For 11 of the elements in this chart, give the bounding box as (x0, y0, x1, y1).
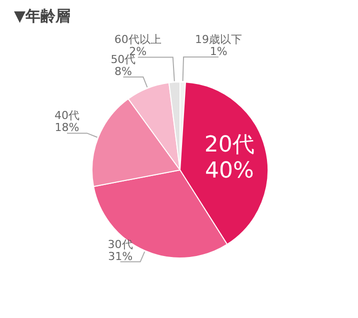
chart-title: ▼年齢層 (14, 7, 71, 25)
slice-label: 20代 (204, 132, 254, 158)
data-label: 1% (210, 45, 228, 58)
slice-label: 19歳以下 (195, 33, 242, 46)
data-label: 8% (114, 65, 132, 78)
data-label: 18% (54, 121, 80, 134)
slice-label: 40代 (54, 109, 80, 122)
slice-label: 60代以上 (114, 33, 162, 46)
data-label: 40% (204, 158, 254, 184)
data-label: 31% (108, 250, 133, 263)
slice-label: 30代 (108, 238, 133, 251)
